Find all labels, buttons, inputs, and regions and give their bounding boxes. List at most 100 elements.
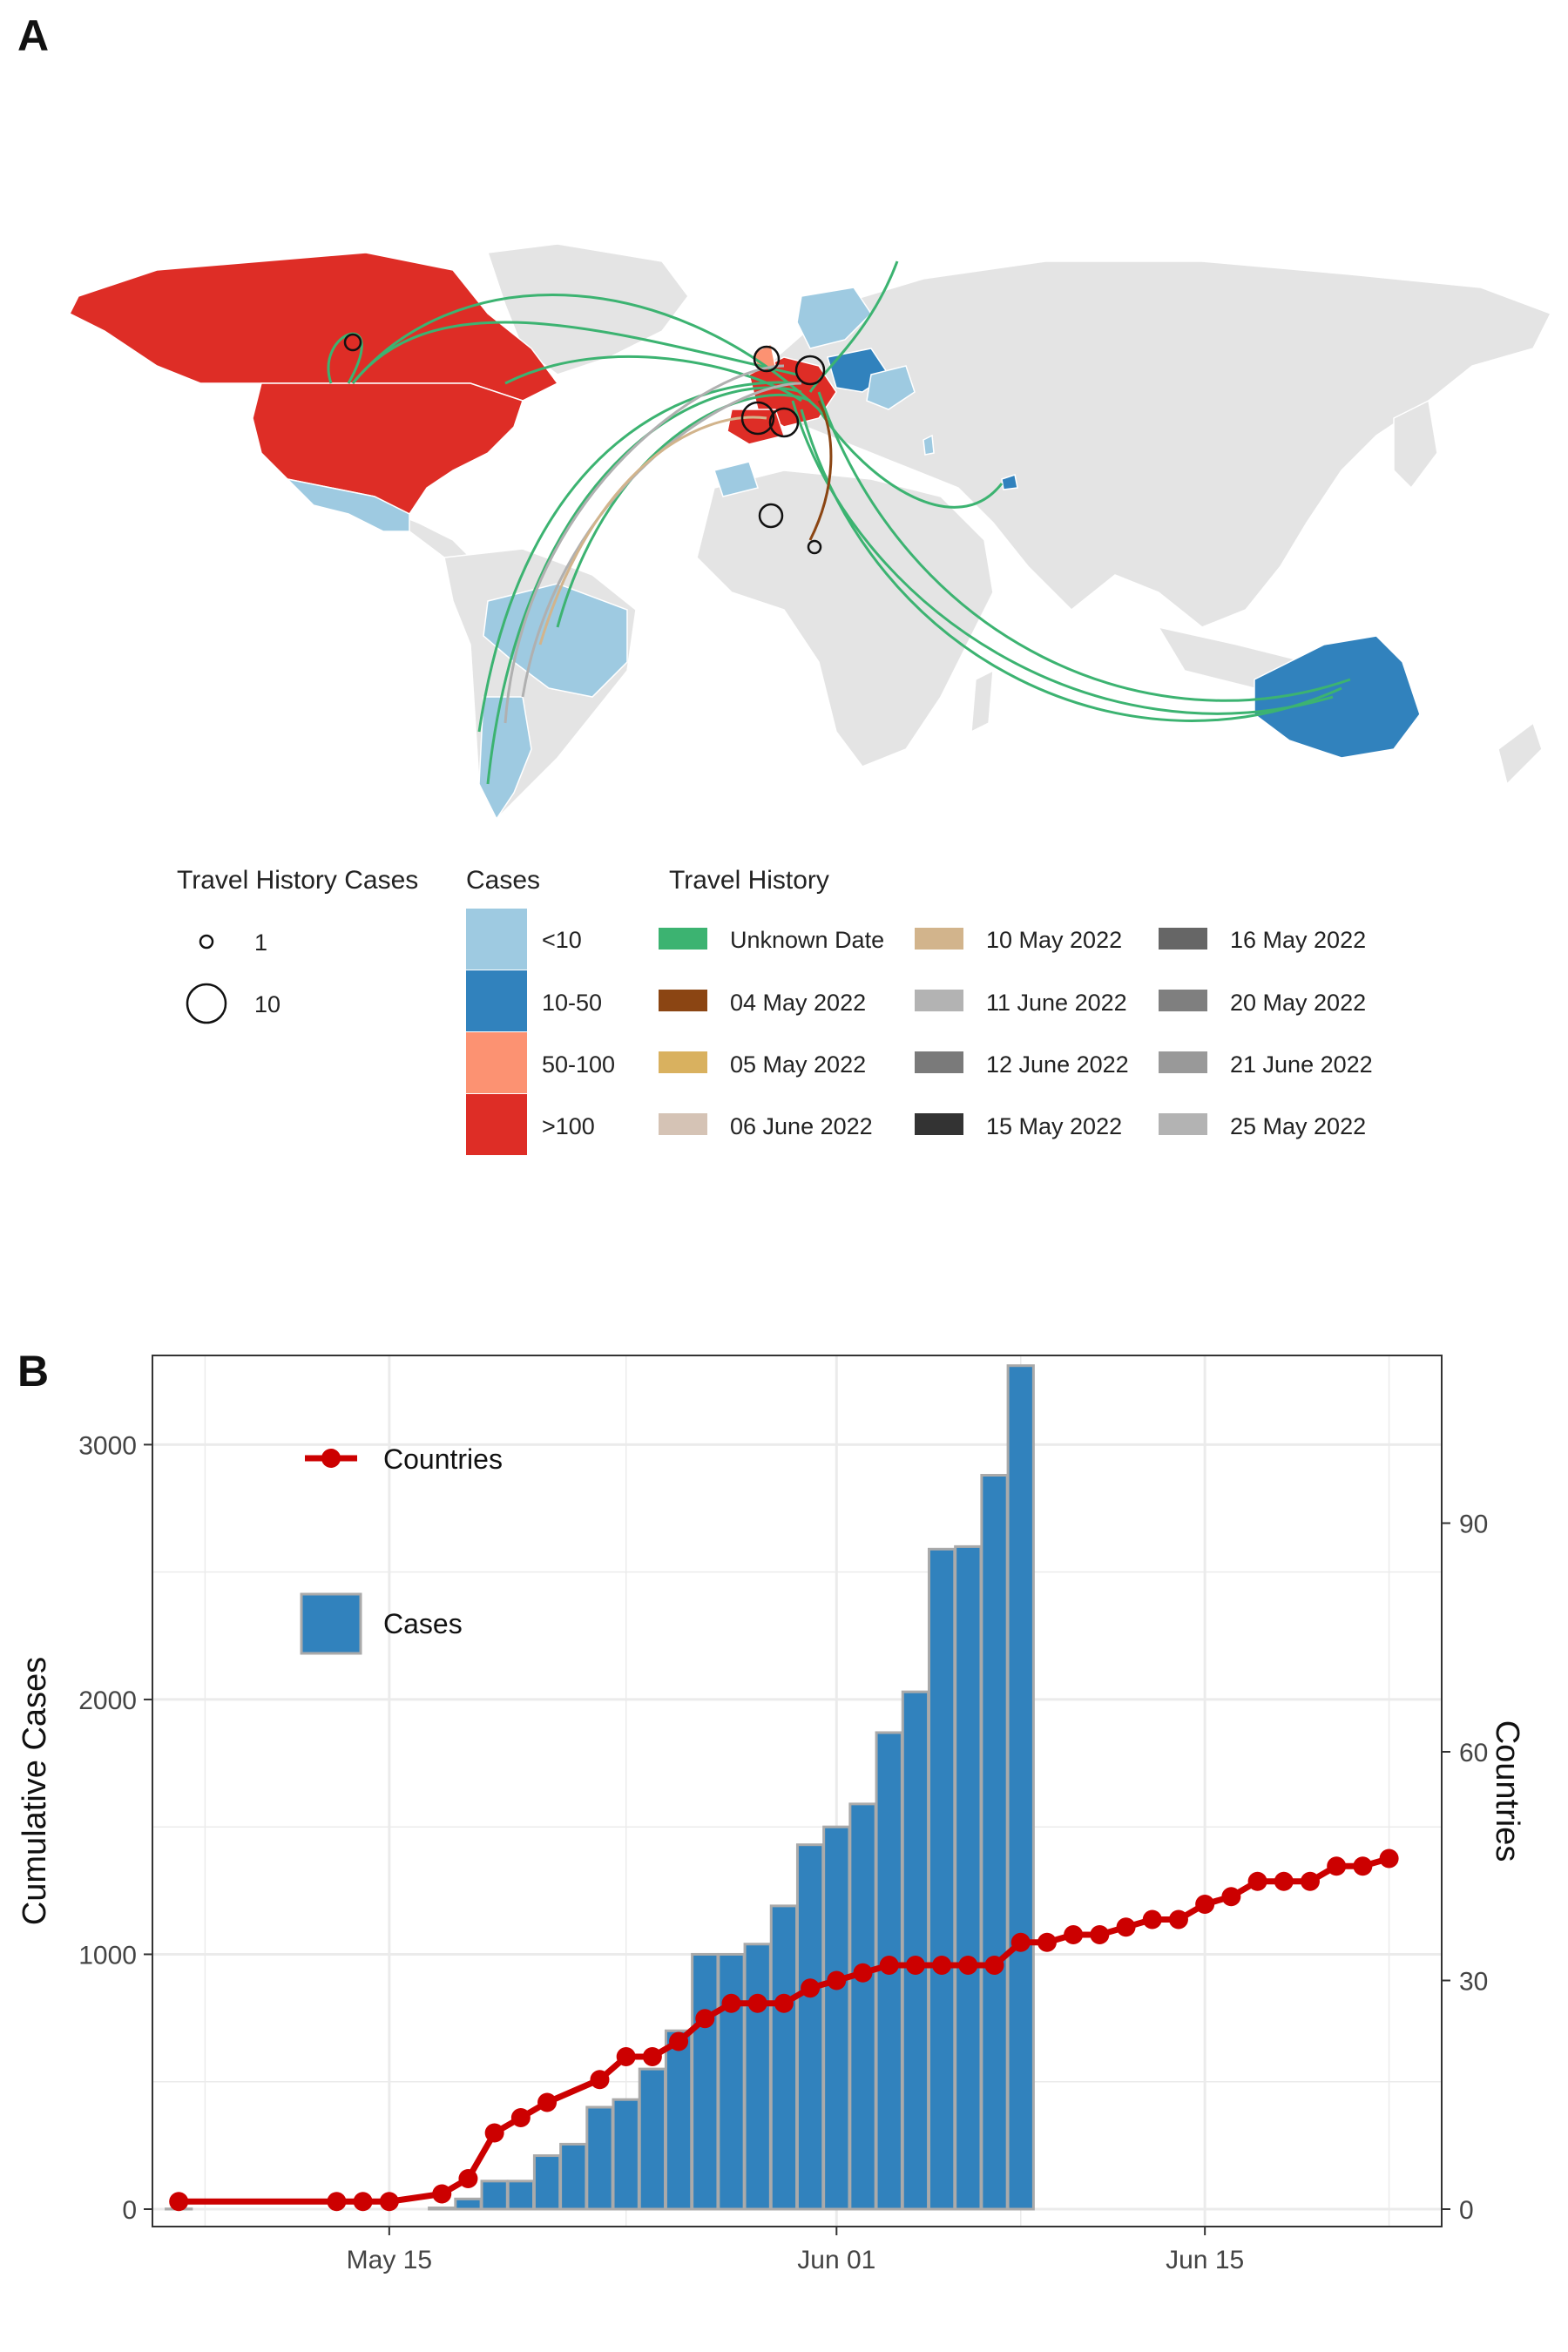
- countries-point: [616, 2047, 636, 2066]
- east-europe-region: [866, 365, 916, 410]
- cases-bar: [480, 2180, 509, 2211]
- countries-point: [695, 2009, 715, 2029]
- legend-size-label-1: 1: [254, 929, 267, 956]
- y2-tick-label: 60: [1459, 1739, 1488, 1767]
- y2-tick-label: 30: [1459, 1968, 1488, 1997]
- countries-point: [484, 2123, 504, 2143]
- cases-bar: [717, 1952, 746, 2211]
- countries-point: [1116, 1917, 1136, 1937]
- japan-shape: [1393, 399, 1438, 490]
- x-tick-label: May 15: [347, 2246, 432, 2274]
- legend-travel-swatch: [659, 1051, 707, 1073]
- arc-brown-1: [808, 400, 833, 541]
- countries-point: [458, 2169, 478, 2188]
- cases-bar: [532, 2154, 562, 2211]
- countries-point: [1142, 1909, 1162, 1930]
- countries-point: [1379, 1848, 1399, 1869]
- countries-point: [1247, 1871, 1267, 1891]
- travel-arcs: [327, 260, 1351, 785]
- legend-size-label-10: 10: [254, 991, 280, 1017]
- cases-bar: [506, 2180, 536, 2211]
- legend-cases-swatch-gt100: [466, 1094, 527, 1155]
- legend-cases-swatch-lt10: [466, 909, 527, 970]
- countries-point: [1353, 1856, 1373, 1876]
- legend-cases-label-50to100: 50-100: [542, 1051, 615, 1078]
- countries-point: [1274, 1871, 1294, 1891]
- countries-point: [1064, 1925, 1084, 1944]
- arc-unknown-6: [556, 393, 811, 628]
- legend-travel-swatch: [1159, 1113, 1207, 1135]
- legend-cases: Cases <10 10-50 50-100 >100: [466, 866, 615, 1155]
- israel-region: [923, 434, 935, 456]
- countries-point: [879, 1956, 899, 1975]
- legend-travel-swatch: [915, 990, 963, 1011]
- legend-travel-label: Unknown Date: [730, 927, 884, 953]
- arc-unknown-5: [486, 386, 802, 785]
- legend-travel-title: Travel History: [669, 866, 829, 895]
- countries-point: [1037, 1932, 1057, 1952]
- countries-series-line: [179, 1855, 1390, 2205]
- countries-point: [801, 1978, 821, 1998]
- legend-travel-label: 25 May 2022: [1230, 1113, 1366, 1139]
- countries-point: [1327, 1856, 1347, 1876]
- legend-travel-label: 20 May 2022: [1230, 990, 1366, 1016]
- countries-point: [669, 2031, 689, 2051]
- legend-travel-label: 05 May 2022: [730, 1051, 866, 1078]
- eurasia-shape: [766, 260, 1552, 628]
- chart-axes: 0 1000 2000 3000 0 30 60 90 May 15 Jun 01 Jun 15: [78, 1431, 1488, 2274]
- countries-point: [853, 1963, 873, 1983]
- countries-point: [169, 2192, 189, 2212]
- cases-bar: [848, 1802, 877, 2211]
- legend-travel-swatch: [659, 928, 707, 950]
- countries-point: [932, 1956, 952, 1975]
- cases-bar: [585, 2105, 614, 2211]
- y-tick-label: 2000: [78, 1686, 137, 1715]
- legend-countries-point: [321, 1449, 341, 1468]
- cases-bar: [743, 1943, 772, 2211]
- cases-bar: [664, 2029, 693, 2211]
- legend-cases-swatch: [300, 1592, 362, 1655]
- arc-unknown-8: [791, 400, 1334, 715]
- cases-bar: [927, 1547, 956, 2211]
- travel-circle: [753, 345, 781, 373]
- x-tick-label: Jun 01: [797, 2246, 875, 2274]
- cases-bar: [691, 1952, 720, 2211]
- y-axis-title: Cumulative Cases: [17, 1657, 53, 1925]
- iberia-region: [727, 409, 785, 445]
- cases-bar: [454, 2197, 483, 2211]
- cases-bars: [165, 1364, 1035, 2211]
- countries-point: [721, 1993, 741, 2013]
- legend-travel-label: 11 June 2022: [986, 990, 1127, 1016]
- countries-point: [379, 2192, 399, 2212]
- travel-case-circles: [343, 333, 826, 555]
- legend-size-circle-10: [186, 983, 227, 1024]
- mexico-region: [285, 477, 410, 532]
- countries-line: [169, 1848, 1399, 2212]
- countries-point: [1090, 1925, 1110, 1944]
- arc-grey-1: [504, 364, 785, 724]
- countries-point: [327, 2192, 347, 2212]
- cases-bar: [795, 1843, 825, 2211]
- new-zealand-shape: [1497, 721, 1543, 786]
- scandinavia-region: [796, 287, 872, 349]
- legend-travel-label: 16 May 2022: [1230, 927, 1366, 953]
- legend-travel-label: 06 June 2022: [730, 1113, 873, 1139]
- y2-axis-title: Countries: [1489, 1720, 1525, 1862]
- countries-point: [1300, 1871, 1320, 1891]
- greenland-shape: [486, 243, 689, 375]
- legend-cases-swatch-10to50: [466, 970, 527, 1031]
- madagascar-shape: [970, 669, 994, 733]
- cases-bar: [822, 1825, 851, 2211]
- legend-size-title: Travel History Cases: [177, 866, 418, 895]
- legend-cases-label-gt100: >100: [542, 1113, 595, 1139]
- brazil-region: [483, 583, 628, 698]
- africa-shape: [696, 470, 994, 767]
- legend-travel-label: 10 May 2022: [986, 927, 1122, 953]
- travel-circle: [343, 333, 362, 352]
- countries-point: [1168, 1909, 1188, 1930]
- countries-point: [827, 1970, 847, 1990]
- plot-frame: [152, 1355, 1443, 2227]
- legend-travel-swatch: [1159, 990, 1207, 1011]
- arc-unknown-1: [351, 321, 798, 384]
- travel-circle: [768, 407, 800, 438]
